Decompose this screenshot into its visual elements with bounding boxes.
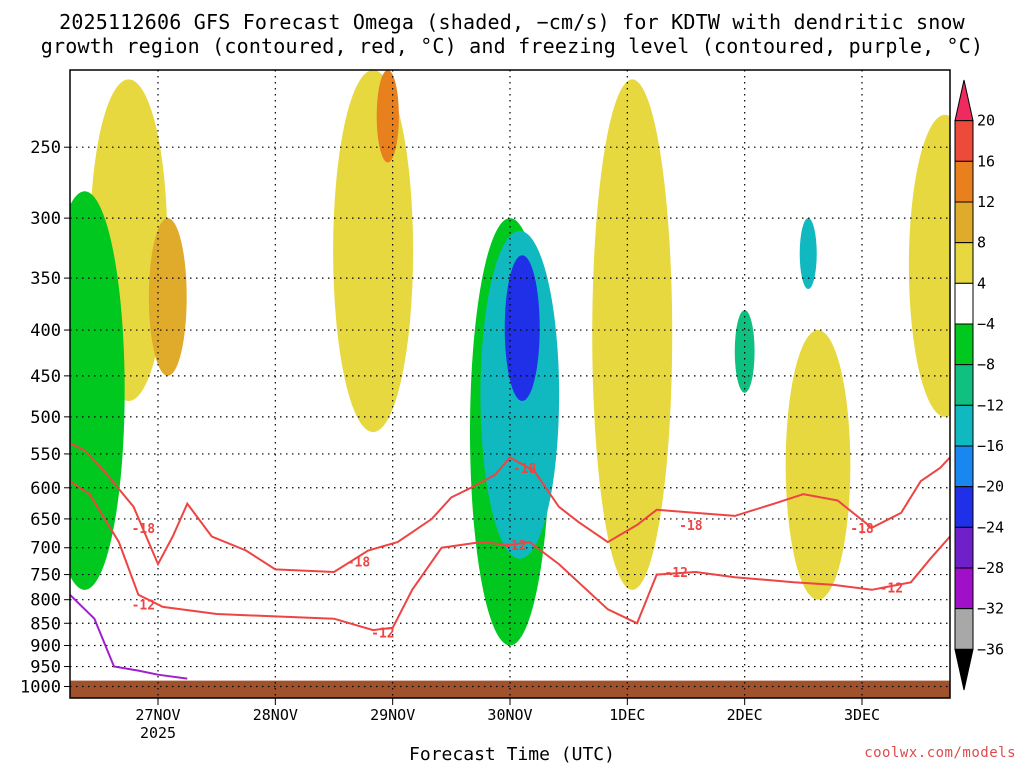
y-tick-label-750: 750 xyxy=(30,566,61,586)
colorbar-label-3: 8 xyxy=(977,234,986,252)
grid-layer xyxy=(70,70,950,698)
colorbar-band-14 xyxy=(954,648,974,691)
colorbar-label-6: −8 xyxy=(977,356,995,374)
colorbar-band-9 xyxy=(954,445,974,488)
contour-label-0-1: -18 xyxy=(347,555,371,570)
contour-label-1-0: -12 xyxy=(132,599,155,614)
colorbar-band-7 xyxy=(954,364,974,406)
contour-labels-layer: -18 -18 -18 -18 -18 -12 -12 -12 -12 -12 xyxy=(132,462,903,642)
omega-shade-1 xyxy=(148,218,187,376)
x-tick-label-4: 1DEC xyxy=(609,706,645,724)
contour-line-0 xyxy=(70,442,950,574)
y-tick-label-800: 800 xyxy=(30,591,61,611)
contour-line-2 xyxy=(70,594,188,680)
omega-shade-3 xyxy=(333,70,414,433)
colorbar-band-2 xyxy=(954,160,974,203)
colorbar-label-9: −20 xyxy=(977,478,1004,496)
y-tick-label-650: 650 xyxy=(30,510,61,530)
x-tick-label-0: 27NOV xyxy=(135,706,180,724)
colorbar-label-10: −24 xyxy=(977,518,1004,536)
omega-shade-7 xyxy=(504,255,540,401)
y-tick-label-250: 250 xyxy=(30,138,61,158)
colorbar-band-8 xyxy=(954,404,974,447)
y-tick-label-1000: 1000 xyxy=(20,678,61,698)
colorbar-band-13 xyxy=(954,608,974,650)
contour-layer xyxy=(70,442,950,680)
contour-label-0-4: -18 xyxy=(850,522,874,537)
x-tick-label-6: 3DEC xyxy=(844,706,880,724)
contour-label-1-2: -12 xyxy=(503,539,526,554)
contour-label-0-3: -18 xyxy=(679,519,703,534)
y-tick-label-850: 850 xyxy=(30,614,61,634)
omega-shade-8 xyxy=(592,79,673,590)
contour-label-1-4: -12 xyxy=(880,581,903,596)
colorbar-label-11: −28 xyxy=(977,559,1004,577)
contour-label-0-0: -18 xyxy=(132,522,156,537)
omega-shade-12 xyxy=(908,114,950,417)
colorbar-label-13: −36 xyxy=(977,640,1004,658)
x-tick-label-1: 28NOV xyxy=(253,706,298,724)
y-tick-label-950: 950 xyxy=(30,658,61,678)
source-credit[interactable]: coolwx.com/models xyxy=(864,745,1016,761)
contour-label-1-1: -12 xyxy=(371,626,394,641)
y-tick-label-900: 900 xyxy=(30,637,61,657)
y-axis: 250 300 350 400 450 500 550 600 650 700 750 800 850 9… xyxy=(20,138,70,698)
colorbar-label-0: 20 xyxy=(977,112,995,130)
y-tick-label-400: 400 xyxy=(30,321,61,341)
y-tick-label-450: 450 xyxy=(30,367,61,387)
y-tick-label-700: 700 xyxy=(30,539,61,559)
colorbar-band-5 xyxy=(954,282,974,325)
colorbar-band-10 xyxy=(954,486,974,528)
x-tick-label-2: 29NOV xyxy=(370,706,415,724)
y-tick-label-350: 350 xyxy=(30,269,61,289)
x-tick-label-3: 30NOV xyxy=(487,706,532,724)
omega-shade-11 xyxy=(785,330,851,600)
colorbar-band-4 xyxy=(954,242,974,284)
colorbar-label-2: 12 xyxy=(977,193,995,211)
x-tick-sublabel-0: 2025 xyxy=(140,724,176,742)
colorbar: 20 16 12 8 4 −4 −8 −12 −16 −20 −24 −28 −32 −36 xyxy=(954,79,1004,691)
y-tick-label-300: 300 xyxy=(30,209,61,229)
y-tick-label-550: 550 xyxy=(30,445,61,465)
y-tick-label-500: 500 xyxy=(30,408,61,428)
x-tick-label-5: 2DEC xyxy=(727,706,763,724)
y-tick-label-600: 600 xyxy=(30,479,61,499)
colorbar-band-6 xyxy=(954,323,974,366)
omega-shade-4 xyxy=(376,70,399,163)
colorbar-label-12: −32 xyxy=(977,600,1004,618)
contour-line-1 xyxy=(70,480,950,632)
contour-label-1-3: -12 xyxy=(664,566,687,581)
contour-label-0-2: -18 xyxy=(513,462,537,477)
chart-title-line-2: growth region (contoured, red, °C) and f… xyxy=(40,34,984,58)
colorbar-label-1: 16 xyxy=(977,152,995,170)
colorbar-band-0 xyxy=(954,79,974,122)
colorbar-band-1 xyxy=(954,120,974,162)
omega-shade-10 xyxy=(799,218,817,290)
colorbar-label-8: −16 xyxy=(977,437,1004,455)
chart-title-line-1: 2025112606 GFS Forecast Omega (shaded, −… xyxy=(59,10,965,34)
colorbar-label-7: −12 xyxy=(977,396,1004,414)
colorbar-band-11 xyxy=(954,526,974,569)
colorbar-label-4: 4 xyxy=(977,274,986,292)
colorbar-label-5: −4 xyxy=(977,315,995,333)
colorbar-band-3 xyxy=(954,201,974,244)
colorbar-band-12 xyxy=(954,567,974,610)
x-axis-title: Forecast Time (UTC) xyxy=(409,744,615,765)
omega-shade-9 xyxy=(734,310,755,393)
